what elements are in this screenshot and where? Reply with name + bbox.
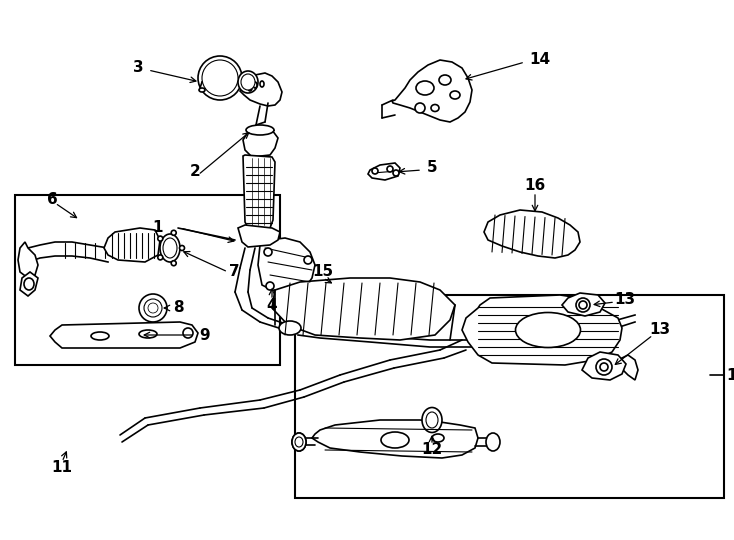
Circle shape (158, 255, 163, 260)
Polygon shape (240, 73, 282, 106)
Ellipse shape (381, 432, 409, 448)
Polygon shape (618, 355, 638, 380)
Text: 13: 13 (650, 322, 671, 338)
Ellipse shape (432, 434, 444, 442)
Polygon shape (484, 210, 580, 258)
Polygon shape (20, 272, 38, 296)
Text: 14: 14 (529, 52, 550, 68)
Text: 15: 15 (313, 265, 333, 280)
Text: 2: 2 (189, 165, 200, 179)
Circle shape (148, 303, 158, 313)
Polygon shape (368, 163, 400, 180)
Circle shape (576, 298, 590, 312)
Ellipse shape (426, 412, 438, 428)
Ellipse shape (292, 433, 306, 451)
Text: 7: 7 (229, 265, 239, 280)
Polygon shape (462, 295, 622, 365)
Circle shape (183, 328, 193, 338)
Polygon shape (562, 293, 605, 316)
Ellipse shape (24, 278, 34, 290)
Polygon shape (258, 238, 315, 292)
Text: 11: 11 (51, 460, 73, 475)
Ellipse shape (486, 433, 500, 451)
Ellipse shape (431, 105, 439, 111)
Polygon shape (238, 225, 280, 247)
Circle shape (180, 246, 184, 251)
Text: 3: 3 (133, 60, 143, 76)
Ellipse shape (253, 82, 257, 88)
Circle shape (596, 359, 612, 375)
Bar (15, 195, 280, 365)
Ellipse shape (160, 234, 180, 262)
Circle shape (304, 256, 312, 264)
Circle shape (393, 170, 399, 176)
Circle shape (264, 248, 272, 256)
Polygon shape (18, 242, 38, 278)
Ellipse shape (248, 85, 252, 91)
Circle shape (266, 282, 274, 290)
Circle shape (158, 236, 163, 241)
Ellipse shape (163, 238, 177, 258)
Text: 4: 4 (266, 298, 277, 313)
Polygon shape (272, 278, 455, 340)
Text: 13: 13 (614, 293, 636, 307)
Ellipse shape (246, 125, 274, 135)
Ellipse shape (260, 81, 264, 87)
Ellipse shape (295, 437, 303, 447)
Ellipse shape (439, 75, 451, 85)
Ellipse shape (199, 88, 205, 92)
Ellipse shape (292, 433, 306, 451)
Circle shape (387, 166, 393, 172)
Polygon shape (50, 322, 198, 348)
Circle shape (171, 261, 176, 266)
Polygon shape (392, 60, 472, 122)
Polygon shape (312, 420, 478, 458)
Text: 5: 5 (426, 160, 437, 176)
Ellipse shape (91, 332, 109, 340)
Circle shape (139, 294, 167, 322)
Polygon shape (243, 130, 278, 157)
Circle shape (171, 230, 176, 235)
Text: 16: 16 (524, 178, 545, 192)
Ellipse shape (238, 71, 258, 93)
Circle shape (579, 301, 587, 309)
Circle shape (600, 363, 608, 371)
Circle shape (198, 56, 242, 100)
Text: 6: 6 (47, 192, 57, 207)
Ellipse shape (241, 74, 255, 90)
Ellipse shape (279, 321, 301, 335)
Ellipse shape (422, 408, 442, 433)
Text: 1: 1 (153, 220, 163, 235)
Bar (295, 295, 724, 498)
Circle shape (144, 299, 162, 317)
Ellipse shape (416, 81, 434, 95)
Polygon shape (243, 155, 275, 228)
Polygon shape (104, 228, 160, 262)
Ellipse shape (139, 330, 157, 338)
Text: 8: 8 (172, 300, 184, 315)
Circle shape (372, 168, 378, 174)
Text: 9: 9 (200, 327, 211, 342)
Circle shape (202, 60, 238, 96)
Circle shape (415, 103, 425, 113)
Polygon shape (582, 352, 626, 380)
Text: 12: 12 (421, 442, 443, 457)
Ellipse shape (450, 91, 460, 99)
Text: 10: 10 (726, 368, 734, 382)
Ellipse shape (515, 313, 581, 348)
